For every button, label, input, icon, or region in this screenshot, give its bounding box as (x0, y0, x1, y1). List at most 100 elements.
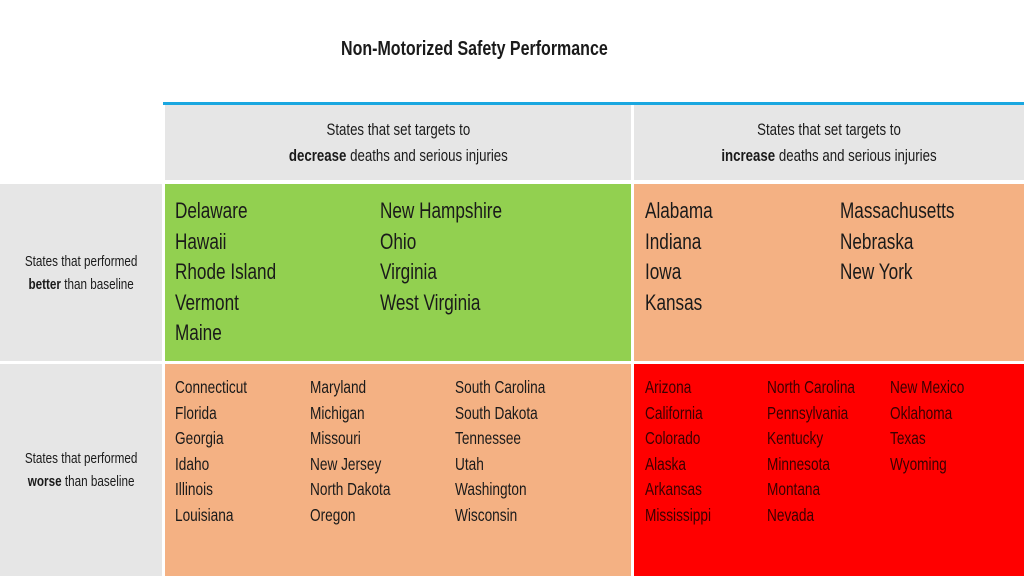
state-name: North Carolina (767, 375, 880, 401)
state-name: Illinois (175, 477, 267, 503)
state-label: Wyoming (890, 453, 947, 474)
state-label: Rhode Island (175, 259, 277, 284)
state-list-column: Massachusetts Nebraska New York (840, 196, 987, 288)
state-label: Oklahoma (890, 402, 953, 423)
state-name: Virginia (380, 257, 537, 288)
state-name: Nebraska (840, 227, 987, 258)
cell-worse-increase (634, 364, 1024, 576)
state-list-column: North Carolina Pennsylvania Kentucky Minnes… (767, 375, 880, 529)
state-label: Iowa (645, 259, 682, 284)
state-name: Ohio (380, 227, 537, 258)
state-name: South Carolina (455, 375, 571, 401)
state-name: Florida (175, 401, 267, 427)
state-label: Vermont (175, 289, 239, 315)
state-name: Colorado (645, 426, 730, 452)
state-label: Florida (175, 402, 217, 423)
page-title: Non-Motorized Safety Performance (341, 38, 608, 60)
state-label: Illinois (175, 479, 213, 500)
state-list-column: Arizona California Colorado Alaska Arkansas M… (645, 375, 730, 529)
state-list-column: South Carolina South Dakota Tennessee Utah W… (455, 375, 571, 529)
state-label: Arizona (645, 377, 692, 397)
state-name: Arkansas (645, 477, 730, 503)
row-rest: than baseline (61, 473, 135, 490)
state-name: Tennessee (455, 426, 571, 452)
state-label: Connecticut (175, 377, 248, 397)
row-line: States that performed (24, 450, 138, 467)
state-name: Utah (455, 452, 571, 478)
row-bold: worse (27, 473, 62, 490)
state-name: New Jersey (310, 452, 413, 478)
cell-worse-decrease (165, 364, 631, 576)
state-name: Arizona (645, 375, 730, 401)
state-label: Texas (890, 428, 926, 449)
header-bold: decrease (288, 145, 347, 165)
state-label: Louisiana (175, 504, 234, 525)
state-list-column: Alabama Indiana Iowa Kansas (645, 196, 732, 318)
state-label: Kentucky (767, 428, 824, 449)
state-label: Kansas (645, 289, 703, 315)
state-label: Minnesota (767, 453, 830, 474)
state-label: South Dakota (455, 402, 538, 423)
state-name: Delaware (175, 196, 305, 227)
state-name: Maryland (310, 375, 413, 401)
state-label: Arkansas (645, 479, 702, 500)
state-label: Montana (767, 479, 821, 500)
state-name: Alabama (645, 196, 732, 227)
state-name: Louisiana (175, 503, 267, 529)
state-label: Alaska (645, 453, 686, 474)
state-name: Iowa (645, 257, 732, 288)
state-label: Tennessee (455, 428, 522, 449)
state-list-column: Delaware Hawaii Rhode Island Vermont Maine (175, 196, 305, 349)
state-list-column: New Mexico Oklahoma Texas Wyoming (890, 375, 985, 477)
state-label: Delaware (175, 198, 248, 223)
state-name: Indiana (645, 227, 732, 258)
state-name: New Mexico (890, 375, 985, 401)
state-name: Michigan (310, 401, 413, 427)
state-name: Texas (890, 426, 985, 452)
state-label: Hawaii (175, 228, 227, 254)
state-label: California (645, 402, 703, 423)
state-label: Utah (455, 453, 484, 474)
state-label: Virginia (380, 259, 437, 284)
row-rest: than baseline (60, 275, 134, 293)
state-name: South Dakota (455, 401, 571, 427)
state-list-column: Maryland Michigan Missouri New Jersey North … (310, 375, 413, 529)
row-line: States that performed (24, 252, 138, 270)
state-label: New Jersey (310, 453, 382, 474)
row-bold: better (28, 275, 61, 293)
state-name: Wyoming (890, 452, 985, 478)
row-header-worse: States that performed worse than baselin… (0, 364, 162, 576)
state-name: Wisconsin (455, 503, 571, 529)
header-rest: deaths and serious injuries (775, 145, 937, 165)
state-label: North Carolina (767, 377, 856, 397)
state-label: South Carolina (455, 377, 546, 397)
state-name: Minnesota (767, 452, 880, 478)
state-name: North Dakota (310, 477, 413, 503)
state-label: Oregon (310, 504, 356, 525)
state-label: Indiana (645, 228, 702, 254)
state-name: Connecticut (175, 375, 267, 401)
state-label: Colorado (645, 428, 701, 449)
state-name: Missouri (310, 426, 413, 452)
state-name: Oklahoma (890, 401, 985, 427)
header-line: States that set targets to (757, 119, 901, 139)
state-name: Nevada (767, 503, 880, 529)
header-rest: deaths and serious injuries (346, 145, 508, 165)
state-name: West Virginia (380, 288, 537, 319)
state-name: Idaho (175, 452, 267, 478)
state-label: Missouri (310, 428, 361, 449)
state-name: Montana (767, 477, 880, 503)
state-label: North Dakota (310, 479, 391, 500)
state-label: Alabama (645, 198, 713, 223)
cell-better-decrease (165, 184, 631, 361)
state-label: Washington (455, 479, 527, 500)
state-name: Kansas (645, 288, 732, 319)
state-label: Massachusetts (840, 198, 955, 223)
state-label: Pennsylvania (767, 402, 849, 423)
state-list-column: New Hampshire Ohio Virginia West Virginia (380, 196, 537, 318)
state-name: Mississippi (645, 503, 730, 529)
state-label: Nebraska (840, 228, 914, 254)
state-name: Massachusetts (840, 196, 987, 227)
state-label: Maine (175, 320, 222, 345)
state-label: Georgia (175, 428, 224, 449)
